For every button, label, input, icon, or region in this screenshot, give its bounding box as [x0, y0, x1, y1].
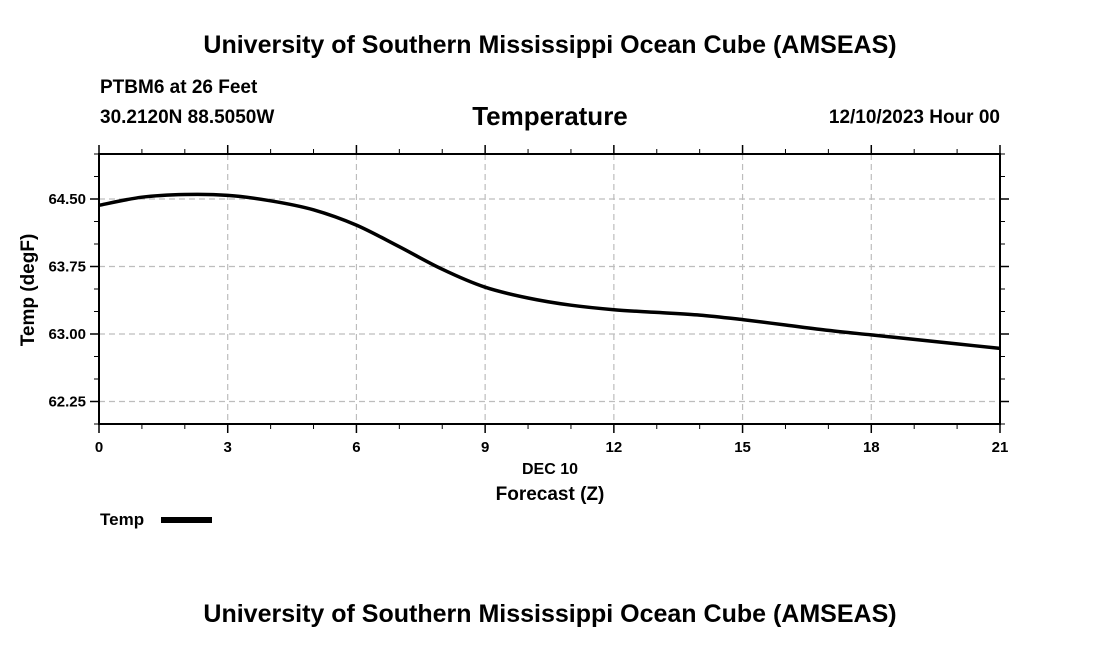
- x-tick-label: 21: [992, 439, 1009, 456]
- bottom-title: University of Southern Mississippi Ocean…: [203, 600, 897, 628]
- y-tick-label: 64.50: [48, 191, 86, 208]
- tick-labels: 0 3 6 9 12 15 18 21 62.25 63.00 63.75 64.50: [48, 191, 1008, 456]
- y-tick-label: 63.75: [48, 259, 86, 276]
- legend-swatch-temp: [161, 517, 212, 523]
- x-tick-label: 12: [606, 439, 623, 456]
- top-title: University of Southern Mississippi Ocean…: [203, 31, 897, 59]
- y-tick-label: 62.25: [48, 394, 86, 411]
- station-label: PTBM6 at 26 Feet: [100, 77, 258, 98]
- x-tick-label: 3: [224, 439, 232, 456]
- axis-ticks: [90, 145, 1009, 433]
- station-coordinates: 30.2120N 88.5050W: [100, 107, 275, 128]
- y-axis-label: Temp (degF): [18, 234, 39, 347]
- y-tick-label: 63.00: [48, 326, 86, 343]
- x-axis-label: Forecast (Z): [496, 484, 605, 505]
- x-tick-label: 15: [734, 439, 751, 456]
- x-axis-sublabel: DEC 10: [522, 461, 578, 478]
- forecast-datetime: 12/10/2023 Hour 00: [828, 107, 1000, 128]
- chart-title: Temperature: [472, 101, 628, 131]
- series-line-temp: [98, 192, 1001, 351]
- x-tick-label: 9: [481, 439, 489, 456]
- axis-labels: DEC 10 Forecast (Z) Temp (degF): [18, 234, 604, 505]
- x-tick-label: 0: [95, 439, 103, 456]
- x-tick-label: 18: [863, 439, 880, 456]
- x-tick-label: 6: [352, 439, 360, 456]
- legend-label: Temp: [100, 510, 145, 529]
